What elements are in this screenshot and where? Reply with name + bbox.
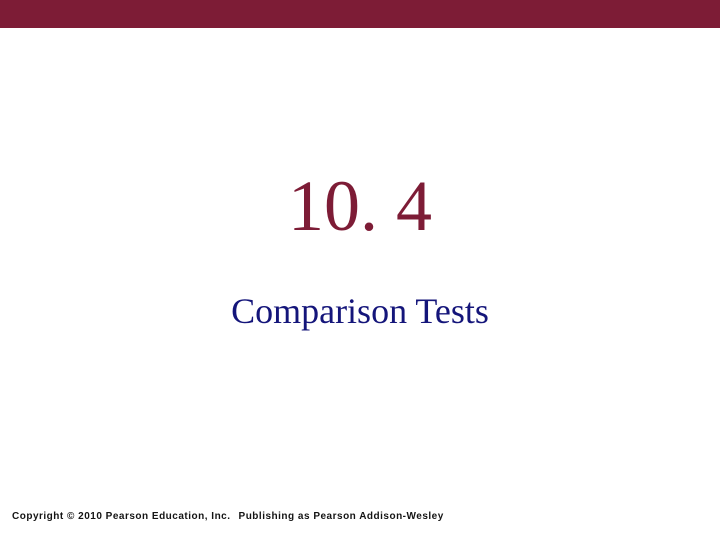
- section-title: Comparison Tests: [231, 290, 489, 332]
- footer-right: Publishing as Pearson Addison-Wesley: [239, 511, 444, 522]
- footer-left: Copyright © 2010 Pearson Education, Inc.: [12, 511, 231, 522]
- copyright-footer: Copyright © 2010 Pearson Education, Inc.…: [12, 511, 444, 522]
- section-number: 10. 4: [288, 170, 432, 242]
- slide-content: 10. 4 Comparison Tests: [0, 0, 720, 540]
